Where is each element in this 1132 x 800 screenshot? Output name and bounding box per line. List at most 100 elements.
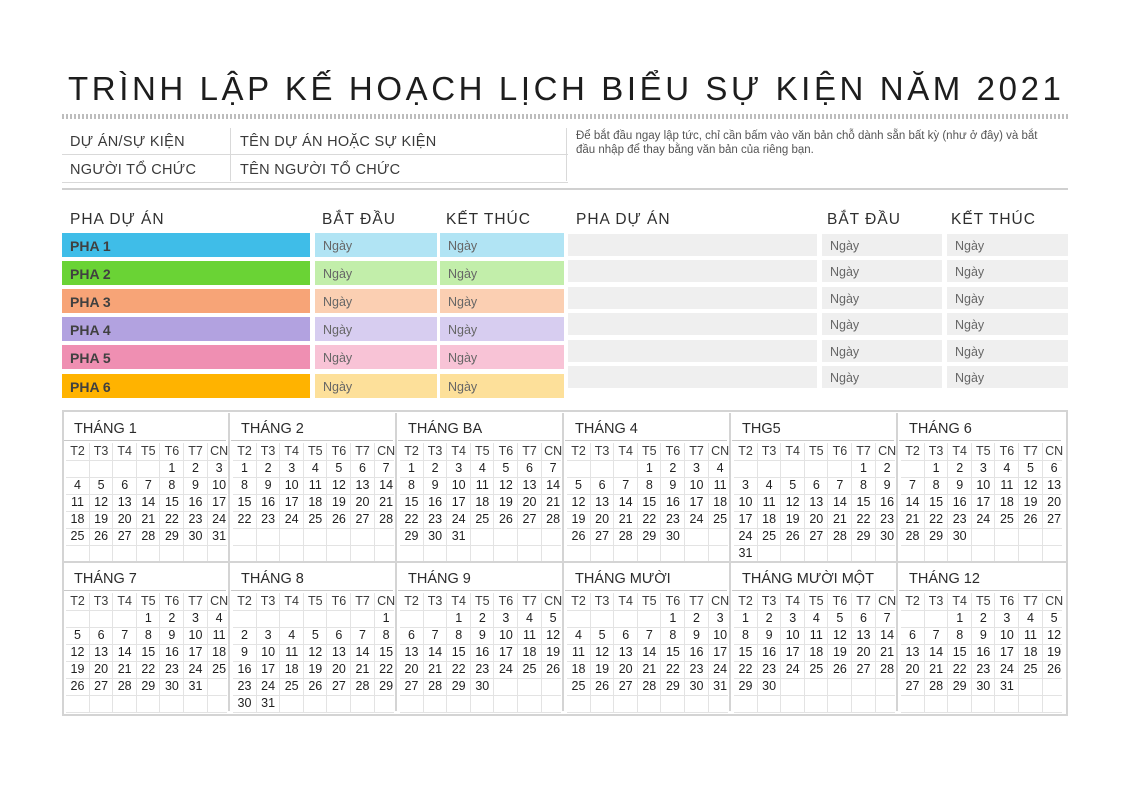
day-cell[interactable]: 20 [905,662,920,676]
day-cell[interactable]: 23 [237,679,252,693]
day-cell[interactable]: 6 [97,628,105,642]
day-cell[interactable]: 4 [478,461,486,475]
day-cell[interactable]: 7 [836,478,844,492]
day-cell[interactable]: 4 [812,611,820,625]
day-cell[interactable]: 1 [645,461,653,475]
day-cell[interactable]: 23 [762,662,777,676]
day-cell[interactable]: 21 [880,645,895,659]
day-cell[interactable]: 5 [598,628,606,642]
day-cell[interactable]: 22 [642,512,657,526]
day-cell[interactable]: 6 [860,611,867,625]
day-cell[interactable]: 19 [308,662,323,676]
day-cell[interactable]: 3 [455,461,463,475]
day-cell[interactable]: 26 [1047,662,1062,676]
day-cell[interactable]: 29 [642,529,657,543]
day-cell[interactable]: 21 [141,512,156,526]
day-cell[interactable]: 19 [94,512,109,526]
day-cell[interactable]: 25 [762,529,777,543]
day-cell[interactable]: 29 [451,679,466,693]
day-cell[interactable]: 3 [693,461,700,475]
day-cell[interactable]: 16 [188,495,203,509]
day-cell[interactable]: 3 [1003,611,1011,625]
phase-end-field[interactable]: Ngày [440,233,564,257]
day-cell[interactable]: 23 [475,662,490,676]
day-cell[interactable]: 30 [880,529,895,543]
day-cell[interactable]: 14 [905,495,920,509]
phase-start-field[interactable]: Ngày [822,366,942,388]
day-cell[interactable]: 8 [956,628,964,642]
phase-name-field[interactable] [568,260,817,282]
day-cell[interactable]: 15 [451,645,466,659]
day-cell[interactable]: 9 [979,628,987,642]
day-cell[interactable]: 10 [713,628,728,642]
day-cell[interactable]: 2 [264,461,272,475]
day-cell[interactable]: 25 [308,512,323,526]
phase-name-cell[interactable]: PHA 6 [62,374,310,398]
day-cell[interactable]: 30 [475,679,490,693]
day-cell[interactable]: 6 [335,628,343,642]
day-cell[interactable]: 12 [546,628,561,642]
day-cell[interactable]: 19 [1023,495,1038,509]
day-cell[interactable]: 5 [97,478,105,492]
day-cell[interactable]: 27 [522,512,537,526]
day-cell[interactable]: 19 [832,645,847,659]
day-cell[interactable]: 13 [404,645,419,659]
day-cell[interactable]: 15 [379,645,394,659]
day-cell[interactable]: 29 [404,529,419,543]
day-cell[interactable]: 4 [526,611,533,625]
day-cell[interactable]: 10 [212,478,227,492]
phase-start-field[interactable]: Ngày [315,374,437,398]
day-cell[interactable]: 12 [1047,628,1062,642]
day-cell[interactable]: 24 [738,529,753,543]
day-cell[interactable]: 8 [241,478,248,492]
day-cell[interactable]: 23 [880,512,895,526]
day-cell[interactable]: 17 [713,645,728,659]
day-cell[interactable]: 19 [1047,645,1062,659]
day-cell[interactable]: 15 [856,495,871,509]
day-cell[interactable]: 31 [188,679,203,693]
day-cell[interactable]: 13 [809,495,824,509]
day-cell[interactable]: 9 [192,478,199,492]
day-cell[interactable]: 28 [355,679,370,693]
day-cell[interactable]: 17 [999,645,1014,659]
day-cell[interactable]: 22 [237,512,252,526]
day-cell[interactable]: 29 [856,529,871,543]
day-cell[interactable]: 21 [618,512,633,526]
day-cell[interactable]: 29 [665,679,680,693]
day-cell[interactable]: 27 [331,679,346,693]
day-cell[interactable]: 4 [1027,611,1034,625]
day-cell[interactable]: 3 [264,628,272,642]
day-cell[interactable]: 14 [379,478,394,492]
day-cell[interactable]: 12 [498,478,513,492]
day-cell[interactable]: 20 [618,662,633,676]
day-cell[interactable]: 11 [572,645,585,659]
day-cell[interactable]: 12 [70,645,85,659]
project-name-field[interactable]: TÊN DỰ ÁN HOẶC SỰ KIỆN [240,134,437,150]
day-cell[interactable]: 31 [212,529,227,543]
day-cell[interactable]: 1 [742,611,749,625]
day-cell[interactable]: 13 [355,478,370,492]
day-cell[interactable]: 10 [451,478,466,492]
phase-start-field[interactable]: Ngày [822,234,942,256]
day-cell[interactable]: 22 [451,662,466,676]
day-cell[interactable]: 31 [999,679,1014,693]
day-cell[interactable]: 12 [595,645,610,659]
day-cell[interactable]: 3 [742,478,749,492]
day-cell[interactable]: 30 [952,529,967,543]
day-cell[interactable]: 10 [689,478,704,492]
day-cell[interactable]: 11 [713,478,727,492]
day-cell[interactable]: 22 [404,512,419,526]
day-cell[interactable]: 8 [144,628,152,642]
day-cell[interactable]: 2 [192,461,199,475]
day-cell[interactable]: 8 [932,478,940,492]
day-cell[interactable]: 15 [665,645,680,659]
day-cell[interactable]: 1 [860,461,867,475]
day-cell[interactable]: 29 [952,679,967,693]
day-cell[interactable]: 20 [94,662,109,676]
day-cell[interactable]: 28 [880,662,895,676]
day-cell[interactable]: 28 [141,529,156,543]
day-cell[interactable]: 24 [689,512,704,526]
day-cell[interactable]: 15 [164,495,179,509]
day-cell[interactable]: 15 [929,495,944,509]
day-cell[interactable]: 2 [431,461,439,475]
